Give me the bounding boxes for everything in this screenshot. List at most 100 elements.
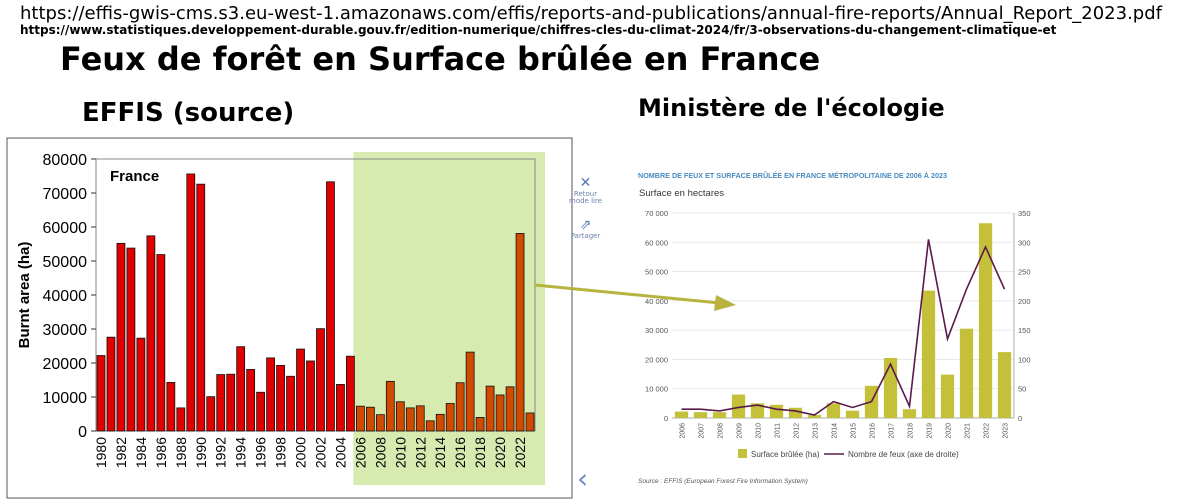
y-tick-label: 0 <box>664 414 668 423</box>
comparison-arrow <box>534 283 736 311</box>
bar-1994 <box>236 346 246 432</box>
share-label: Partager <box>570 232 601 240</box>
bar-2022 <box>515 233 525 432</box>
bar-1996 <box>256 391 266 432</box>
x-tick-label: 2020 <box>492 437 508 468</box>
bar-1988 <box>176 407 186 432</box>
bar-1986 <box>156 254 166 432</box>
x-tick-label: 2010 <box>392 437 408 468</box>
arrow-head <box>714 295 736 311</box>
x-tick-label: 2009 <box>737 423 744 439</box>
bar-2021 <box>505 386 515 432</box>
x-tick-label: 2018 <box>472 437 488 468</box>
y-axis-label: Burnt area (ha) <box>16 242 33 349</box>
x-tick-label: 2012 <box>412 437 428 468</box>
y-tick-label: 80000 <box>43 152 88 169</box>
y2-tick-label: 50 <box>1018 385 1026 394</box>
y-tick-label: 10 000 <box>645 385 668 394</box>
bar-2020 <box>940 374 955 418</box>
chart-title: France <box>110 168 159 185</box>
y-tick-label: 30000 <box>43 322 88 339</box>
bar-2018 <box>902 409 917 418</box>
x-tick-label: 2010 <box>756 423 763 439</box>
close-reader-button[interactable]: ✕ Retour mode lire <box>563 176 608 205</box>
bar-2012 <box>415 405 425 432</box>
bar-2012 <box>788 407 803 418</box>
x-tick-label: 2019 <box>927 423 934 439</box>
x-tick-label: 2022 <box>984 423 991 439</box>
x-tick-label: 1996 <box>253 437 269 468</box>
share-button[interactable]: ⇗ Partager <box>563 218 608 240</box>
bar-1980 <box>96 355 106 432</box>
ministere-heading: Ministère de l'écologie <box>638 94 945 122</box>
source-note: Source : EFFIS (European Forest Fire Inf… <box>638 478 808 485</box>
x-tick-label: 1998 <box>273 437 289 468</box>
bar-2010 <box>395 401 405 432</box>
x-tick-label: 1980 <box>93 437 109 468</box>
bar-1982 <box>116 242 126 432</box>
legend-line-label: Nombre de feux (axe de droite) <box>848 450 959 459</box>
bar-2005 <box>346 355 355 432</box>
bar-2020 <box>495 394 505 432</box>
bar-2008 <box>712 412 727 418</box>
y2-tick-label: 200 <box>1018 297 1031 306</box>
bar-2001 <box>306 360 315 432</box>
bar-2006 <box>356 405 365 432</box>
bar-2002 <box>316 328 325 432</box>
x-tick-label: 2013 <box>813 423 820 439</box>
bar-2008 <box>375 414 385 432</box>
bar-2023 <box>525 412 535 432</box>
legend-bar-swatch <box>738 449 747 458</box>
bar-2000 <box>296 348 305 432</box>
x-tick-label: 1986 <box>153 437 169 468</box>
bar-2010 <box>750 403 765 418</box>
x-tick-label: 2004 <box>332 437 348 468</box>
bar-1984 <box>136 337 146 432</box>
y-tick-label: 10000 <box>43 390 88 407</box>
x-tick-label: 2006 <box>352 437 368 468</box>
bar-2022 <box>978 223 993 418</box>
chevron-left-icon[interactable]: ‹ <box>577 462 589 495</box>
bar-1993 <box>226 373 236 432</box>
bar-2019 <box>921 290 936 418</box>
bar-1983 <box>126 247 136 432</box>
bar-2019 <box>485 385 495 432</box>
bar-2023 <box>997 352 1012 418</box>
x-tick-label: 1982 <box>113 437 129 468</box>
arrow-shaft <box>534 283 721 305</box>
title-box <box>102 163 172 187</box>
y2-tick-label: 100 <box>1018 355 1031 364</box>
y2-tick-label: 250 <box>1018 268 1031 277</box>
bar-2009 <box>385 380 395 432</box>
y-tick-label: 30 000 <box>645 326 668 335</box>
bar-2009 <box>731 394 746 418</box>
bar-2014 <box>435 413 445 432</box>
y-tick-label: 20000 <box>43 356 88 373</box>
bar-2013 <box>425 420 435 432</box>
x-tick-label: 2008 <box>718 423 725 439</box>
close-reader-label-1: Retour <box>573 190 598 198</box>
y-tick-label: 20 000 <box>645 355 668 364</box>
ministere-chart-title: NOMBRE DE FEUX ET SURFACE BRÛLÉE EN FRAN… <box>638 171 947 180</box>
x-tick-label: 2006 <box>680 423 687 439</box>
bar-1998 <box>276 364 285 432</box>
bar-1995 <box>246 369 256 432</box>
reader-side-panel: ✕ Retour mode lire ⇗ Partager <box>563 166 608 266</box>
bar-1981 <box>106 336 116 432</box>
x-tick-label: 2016 <box>452 437 468 468</box>
y-tick-label: 0 <box>78 424 87 441</box>
share-icon: ⇗ <box>579 217 592 233</box>
bar-2017 <box>465 351 475 432</box>
y-tick-label: 70000 <box>43 186 88 203</box>
y2-tick-label: 0 <box>1018 414 1022 423</box>
bar-1999 <box>286 375 295 432</box>
effis-url: https://effis-gwis-cms.s3.eu-west-1.amaz… <box>20 3 1162 24</box>
x-tick-label: 2008 <box>372 437 388 468</box>
y-tick-label: 60 000 <box>645 238 668 247</box>
x-tick-label: 2000 <box>293 437 309 468</box>
x-tick-label: 2021 <box>965 423 972 439</box>
bar-2011 <box>405 407 415 432</box>
x-tick-label: 1988 <box>173 437 189 468</box>
effis-burnt-area-chart: 0 10000 20000 30000 40000 50000 60000 70000 8000… <box>6 137 573 499</box>
bar-1987 <box>166 381 176 432</box>
